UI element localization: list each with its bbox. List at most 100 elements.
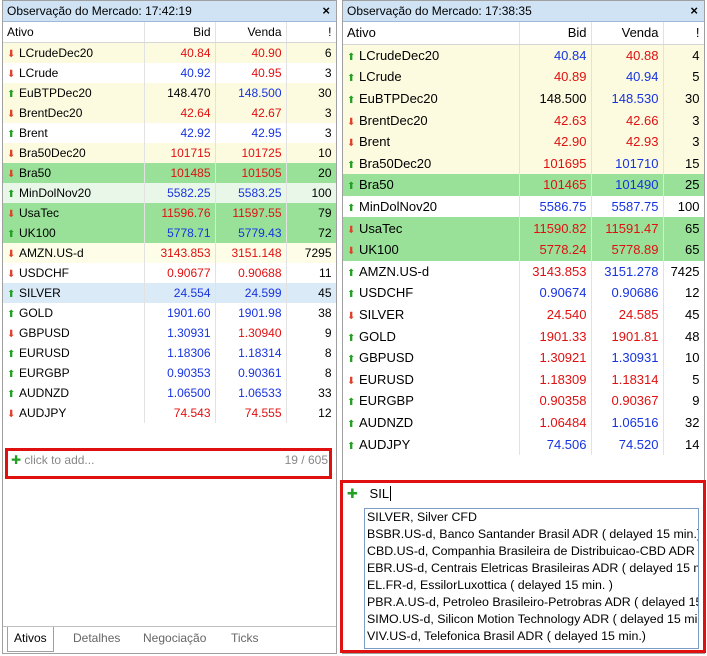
- symbol-cell: ⬇ LCrudeDec20: [3, 42, 145, 63]
- table-row[interactable]: ⬆ AMZN.US-d 3143.853 3151.278 7425: [343, 260, 704, 283]
- table-row[interactable]: ⬆ AUDNZD 1.06500 1.06533 33: [3, 383, 336, 403]
- ask-cell: 1.30940: [215, 323, 287, 343]
- table-row[interactable]: ⬇ AUDJPY 74.543 74.555 12: [3, 403, 336, 423]
- suggestion-item[interactable]: SIMO.US-d, Silicon Motion Technology ADR…: [367, 612, 699, 626]
- table-row[interactable]: ⬇ UsaTec 11596.76 11597.55 79: [3, 203, 336, 223]
- arrow-down-icon: ⬇: [7, 209, 16, 220]
- arrow-down-icon: ⬇: [347, 311, 356, 323]
- table-row[interactable]: ⬆ UK100 5778.71 5779.43 72: [3, 223, 336, 243]
- tab-bar: Ativos Detalhes Negociação Ticks: [3, 626, 336, 653]
- table-row[interactable]: ⬇ AMZN.US-d 3143.853 3151.148 7295: [3, 243, 336, 263]
- table-row[interactable]: ⬆ EURUSD 1.18306 1.18314 8: [3, 343, 336, 363]
- table-row[interactable]: ⬆ Bra50 101465 101490 25: [343, 174, 704, 196]
- ask-cell: 0.90367: [591, 390, 664, 412]
- table-row[interactable]: ⬆ AUDJPY 74.506 74.520 14: [343, 433, 704, 455]
- suggestion-item[interactable]: VIV.US-d, Telefonica Brasil ADR ( delaye…: [367, 629, 646, 643]
- table-row[interactable]: ⬇ LCrude 40.92 40.95 3: [3, 63, 336, 83]
- close-icon[interactable]: ×: [690, 3, 698, 18]
- symbol-cell: ⬆ MinDolNov20: [343, 195, 520, 218]
- close-icon[interactable]: ×: [322, 3, 330, 18]
- symbol-cell: ⬆ Brent: [3, 123, 145, 143]
- plus-icon: ✚: [347, 486, 358, 501]
- arrow-up-icon: ⬆: [347, 51, 356, 63]
- ask-cell: 101490: [591, 174, 664, 196]
- bid-cell: 1.30921: [519, 346, 592, 369]
- table-row[interactable]: ⬆ SILVER 24.554 24.599 45: [3, 283, 336, 303]
- table-row[interactable]: ⬇ Bra50Dec20 101715 101725 10: [3, 143, 336, 163]
- table-row[interactable]: ⬇ UK100 5778.24 5778.89 65: [343, 238, 704, 261]
- tab-negociacao[interactable]: Negociação: [143, 631, 207, 645]
- add-placeholder: click to add...: [24, 453, 95, 467]
- table-row[interactable]: ⬆ LCrude 40.89 40.94 5: [343, 66, 704, 88]
- table-row[interactable]: ⬆ Bra50Dec20 101695 101710 15: [343, 152, 704, 175]
- table-row[interactable]: ⬆ LCrudeDec20 40.84 40.88 4: [343, 44, 704, 67]
- spread-cell: 65: [663, 217, 704, 239]
- table-row[interactable]: ⬇ Brent 42.90 42.93 3: [343, 130, 704, 153]
- table-row[interactable]: ⬇ Bra50 101485 101505 20: [3, 163, 336, 183]
- table-row[interactable]: ⬆ USDCHF 0.90674 0.90686 12: [343, 282, 704, 304]
- col-ask[interactable]: Venda: [215, 22, 287, 43]
- col-spread[interactable]: !: [286, 22, 336, 43]
- panel-titlebar[interactable]: Observação do Mercado: 17:38:35 ×: [343, 1, 704, 22]
- symbol-cell: ⬆ EuBTPDec20: [3, 83, 145, 103]
- table-row[interactable]: ⬆ GBPUSD 1.30921 1.30931 10: [343, 346, 704, 369]
- col-spread[interactable]: !: [663, 22, 704, 45]
- table-row[interactable]: ⬇ EURUSD 1.18309 1.18314 5: [343, 368, 704, 391]
- table-row[interactable]: ⬇ USDCHF 0.90677 0.90688 11: [3, 263, 336, 283]
- spread-cell: 7425: [663, 260, 704, 283]
- table-row[interactable]: ⬆ Brent 42.92 42.95 3: [3, 123, 336, 143]
- add-symbol-row[interactable]: ✚ click to add...: [11, 453, 94, 467]
- table-row[interactable]: ⬇ BrentDec20 42.64 42.67 3: [3, 103, 336, 123]
- ask-cell: 42.93: [591, 130, 664, 153]
- table-row[interactable]: ⬆ EURGBP 0.90353 0.90361 8: [3, 363, 336, 383]
- table-row[interactable]: ⬆ EuBTPDec20 148.470 148.500 30: [3, 83, 336, 103]
- symbol-cell: ⬇ BrentDec20: [343, 109, 520, 131]
- col-symbol[interactable]: Ativo: [343, 22, 520, 45]
- panel-titlebar[interactable]: Observação do Mercado: 17:42:19 ×: [3, 1, 336, 22]
- suggestion-item[interactable]: EL.FR-d, EssilorLuxottica ( delayed 15 m…: [367, 578, 613, 592]
- suggestion-item[interactable]: PBR.A.US-d, Petroleo Brasileiro-Petrobra…: [367, 595, 699, 609]
- symbol-search-row[interactable]: ✚ SIL: [347, 486, 392, 502]
- arrow-down-icon: ⬇: [7, 249, 16, 260]
- tab-detalhes[interactable]: Detalhes: [73, 631, 121, 645]
- tab-ativos[interactable]: Ativos: [7, 627, 54, 652]
- col-bid[interactable]: Bid: [519, 22, 592, 45]
- table-row[interactable]: ⬆ MinDolNov20 5586.75 5587.75 100: [343, 195, 704, 218]
- table-row[interactable]: ⬆ GOLD 1901.60 1901.98 38: [3, 303, 336, 323]
- table-row[interactable]: ⬇ BrentDec20 42.63 42.66 3: [343, 109, 704, 131]
- symbol-name: BrentDec20: [19, 106, 83, 120]
- table-row[interactable]: ⬇ UsaTec 11590.82 11591.47 65: [343, 217, 704, 239]
- panel-title: Observação do Mercado: 17:42:19: [7, 4, 192, 18]
- table-row[interactable]: ⬆ MinDolNov20 5582.25 5583.25 100: [3, 183, 336, 203]
- bid-cell: 5582.25: [144, 183, 216, 203]
- suggestion-item[interactable]: BSBR.US-d, Banco Santander Brasil ADR ( …: [367, 527, 699, 541]
- highlight-box-search: [340, 480, 706, 653]
- suggestion-item[interactable]: CBD.US-d, Companhia Brasileira de Distri…: [367, 544, 695, 558]
- symbol-cell: ⬇ Brent: [343, 130, 520, 153]
- symbol-name: LCrude: [19, 66, 59, 80]
- suggestion-item[interactable]: EBR.US-d, Centrais Eletricas Brasileiras…: [367, 561, 699, 575]
- col-bid[interactable]: Bid: [144, 22, 216, 43]
- table-row[interactable]: ⬆ GOLD 1901.33 1901.81 48: [343, 325, 704, 347]
- symbol-name: GBPUSD: [19, 326, 70, 340]
- symbol-cell: ⬆ MinDolNov20: [3, 183, 145, 203]
- symbol-cell: ⬇ GBPUSD: [3, 323, 145, 343]
- table-row[interactable]: ⬆ AUDNZD 1.06484 1.06516 32: [343, 411, 704, 434]
- table-row[interactable]: ⬆ EURGBP 0.90358 0.90367 9: [343, 390, 704, 412]
- spread-cell: 30: [663, 87, 704, 110]
- arrow-up-icon: ⬆: [347, 203, 356, 215]
- table-row[interactable]: ⬇ SILVER 24.540 24.585 45: [343, 303, 704, 326]
- symbol-search-input[interactable]: SIL: [369, 486, 392, 501]
- spread-cell: 3: [663, 130, 704, 153]
- suggestion-item[interactable]: SILVER, Silver CFD: [367, 510, 477, 524]
- arrow-up-icon: ⬆: [7, 289, 16, 300]
- table-row[interactable]: ⬆ EuBTPDec20 148.500 148.530 30: [343, 87, 704, 110]
- col-ask[interactable]: Venda: [591, 22, 664, 45]
- table-row[interactable]: ⬇ GBPUSD 1.30931 1.30940 9: [3, 323, 336, 343]
- ask-cell: 40.88: [591, 44, 664, 67]
- col-symbol[interactable]: Ativo: [3, 22, 145, 43]
- table-row[interactable]: ⬇ LCrudeDec20 40.84 40.90 6: [3, 42, 336, 63]
- symbol-name: Brent: [19, 126, 48, 140]
- tab-ticks[interactable]: Ticks: [231, 631, 259, 645]
- symbol-name: UsaTec: [359, 220, 403, 236]
